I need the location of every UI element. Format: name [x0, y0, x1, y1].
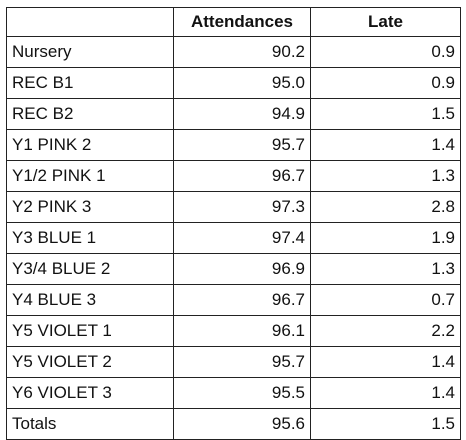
late-cell: 1.3	[310, 160, 461, 192]
class-name-cell: Y3 BLUE 1	[6, 222, 174, 254]
attendances-cell: 96.1	[173, 315, 311, 347]
class-name-cell: Y5 VIOLET 1	[6, 315, 174, 347]
table-row: Y5 VIOLET 1 96.1 2.2	[6, 315, 461, 347]
late-cell: 1.5	[310, 408, 461, 440]
table-row: Y5 VIOLET 2 95.7 1.4	[6, 346, 461, 378]
class-name-cell: Y3/4 BLUE 2	[6, 253, 174, 285]
table-row: Y1 PINK 2 95.7 1.4	[6, 129, 461, 161]
late-cell: 0.7	[310, 284, 461, 316]
attendances-cell: 95.6	[173, 408, 311, 440]
late-cell: 2.8	[310, 191, 461, 223]
table-body: Nursery 90.2 0.9 REC B1 95.0 0.9 REC B2 94.9 1.5…	[6, 36, 461, 440]
attendances-cell: 97.3	[173, 191, 311, 223]
table-row: Nursery 90.2 0.9	[6, 36, 461, 68]
class-name-cell: Y1/2 PINK 1	[6, 160, 174, 192]
attendances-cell: 94.9	[173, 98, 311, 130]
table-row: Y2 PINK 3 97.3 2.8	[6, 191, 461, 223]
table-row: Y3 BLUE 1 97.4 1.9	[6, 222, 461, 254]
attendances-cell: 95.7	[173, 346, 311, 378]
class-name-cell: Y1 PINK 2	[6, 129, 174, 161]
late-cell: 1.4	[310, 129, 461, 161]
class-name-cell: Y2 PINK 3	[6, 191, 174, 223]
attendances-cell: 96.9	[173, 253, 311, 285]
late-cell: 1.4	[310, 377, 461, 409]
class-name-cell: REC B2	[6, 98, 174, 130]
class-name-cell: Totals	[6, 408, 174, 440]
late-cell: 1.4	[310, 346, 461, 378]
attendances-cell: 96.7	[173, 284, 311, 316]
late-cell: 1.3	[310, 253, 461, 285]
late-cell: 0.9	[310, 36, 461, 68]
class-name-cell: Nursery	[6, 36, 174, 68]
class-name-cell: Y5 VIOLET 2	[6, 346, 174, 378]
attendance-table: Attendances Late Nursery 90.2 0.9 REC B1 95.…	[6, 7, 461, 440]
late-cell: 2.2	[310, 315, 461, 347]
attendances-cell: 95.0	[173, 67, 311, 99]
totals-row: Totals 95.6 1.5	[6, 408, 461, 440]
header-attendances: Attendances	[173, 7, 311, 37]
table-row: Y6 VIOLET 3 95.5 1.4	[6, 377, 461, 409]
table-row: Y3/4 BLUE 2 96.9 1.3	[6, 253, 461, 285]
header-late: Late	[310, 7, 461, 37]
header-blank-cell	[6, 7, 174, 37]
table-header: Attendances Late	[6, 7, 461, 37]
header-row: Attendances Late	[6, 7, 461, 37]
class-name-cell: Y4 BLUE 3	[6, 284, 174, 316]
attendances-cell: 95.5	[173, 377, 311, 409]
table-row: REC B1 95.0 0.9	[6, 67, 461, 99]
late-cell: 1.5	[310, 98, 461, 130]
attendances-cell: 90.2	[173, 36, 311, 68]
class-name-cell: Y6 VIOLET 3	[6, 377, 174, 409]
attendances-cell: 95.7	[173, 129, 311, 161]
late-cell: 1.9	[310, 222, 461, 254]
class-name-cell: REC B1	[6, 67, 174, 99]
attendances-cell: 96.7	[173, 160, 311, 192]
table-row: Y1/2 PINK 1 96.7 1.3	[6, 160, 461, 192]
table-row: Y4 BLUE 3 96.7 0.7	[6, 284, 461, 316]
table-row: REC B2 94.9 1.5	[6, 98, 461, 130]
late-cell: 0.9	[310, 67, 461, 99]
attendances-cell: 97.4	[173, 222, 311, 254]
